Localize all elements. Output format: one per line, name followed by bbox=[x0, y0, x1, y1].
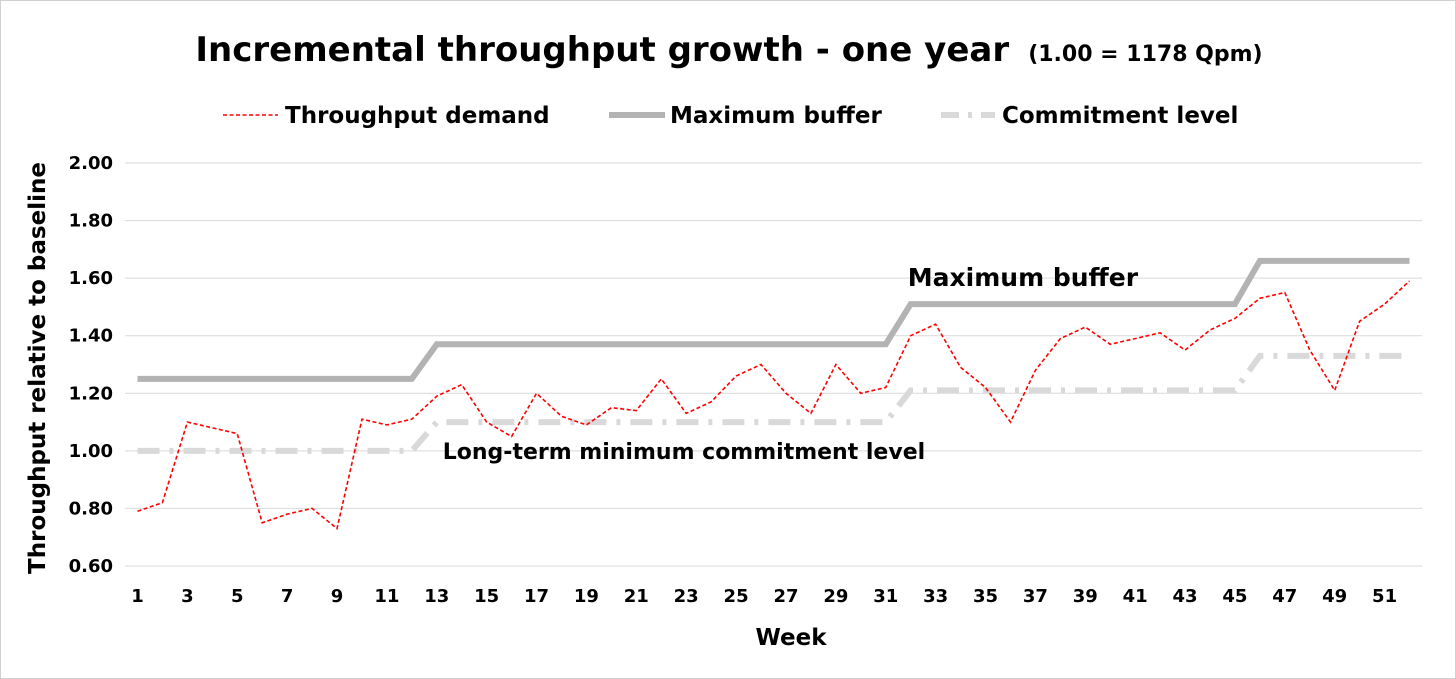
chart-title: Incremental throughput growth - one year… bbox=[195, 30, 1262, 70]
y-tick-label: 1.40 bbox=[69, 326, 113, 347]
y-tick-label: 1.20 bbox=[69, 383, 113, 404]
x-tick-label: 25 bbox=[724, 586, 749, 607]
series-line-maximum-buffer bbox=[137, 257, 1410, 382]
svg-text:Incremental throughput growth: Incremental throughput growth - one year… bbox=[195, 30, 1262, 70]
x-tick-label: 3 bbox=[181, 586, 194, 607]
x-tick-label: 51 bbox=[1372, 586, 1397, 607]
x-tick-label: 47 bbox=[1272, 586, 1297, 607]
x-tick-label: 33 bbox=[923, 586, 948, 607]
chart-title-subtitle: (1.00 = 1178 Qpm) bbox=[1028, 42, 1262, 67]
y-axis-ticks: 0.60 0.80 1.00 1.20 1.40 1.60 1.80 2.00 bbox=[69, 153, 113, 577]
x-tick-label: 13 bbox=[424, 586, 449, 607]
x-tick-label: 19 bbox=[574, 586, 599, 607]
series-line-throughput-demand bbox=[137, 280, 1411, 531]
x-tick-label: 45 bbox=[1222, 586, 1247, 607]
series-lines bbox=[137, 257, 1411, 531]
legend-label: Commitment level bbox=[1002, 103, 1238, 129]
x-tick-label: 39 bbox=[1073, 586, 1098, 607]
x-tick-label: 11 bbox=[374, 586, 399, 607]
y-axis-title: Throughput relative to baseline bbox=[25, 162, 51, 574]
x-tick-label: 41 bbox=[1123, 586, 1148, 607]
chart-title-main: Incremental throughput growth - one year bbox=[195, 30, 1009, 70]
legend: Throughput demand Maximum buffer Commitmen… bbox=[223, 103, 1238, 129]
y-tick-label: 1.80 bbox=[69, 211, 113, 232]
annotation-label: Maximum buffer bbox=[908, 263, 1139, 292]
x-tick-label: 37 bbox=[1023, 586, 1048, 607]
x-tick-label: 7 bbox=[281, 586, 294, 607]
x-tick-label: 1 bbox=[131, 586, 144, 607]
x-axis-title: Week bbox=[755, 625, 827, 651]
x-tick-label: 9 bbox=[331, 586, 344, 607]
x-tick-label: 5 bbox=[231, 586, 244, 607]
x-tick-label: 31 bbox=[873, 586, 898, 607]
x-tick-label: 15 bbox=[474, 586, 499, 607]
x-axis-ticks: 1 3 5 7 9 11 13 15 17 19 21 23 25 27 29 31 33 35 37 39 41 43 4… bbox=[131, 586, 1397, 607]
x-tick-label: 27 bbox=[773, 586, 798, 607]
x-tick-label: 29 bbox=[823, 586, 848, 607]
legend-label: Throughput demand bbox=[285, 103, 550, 129]
x-tick-label: 49 bbox=[1322, 586, 1347, 607]
annotations: Maximum buffer Long-term minimum commitme… bbox=[443, 263, 1139, 465]
y-tick-label: 2.00 bbox=[69, 153, 113, 174]
series-line-commitment-level bbox=[137, 352, 1410, 454]
x-tick-label: 17 bbox=[524, 586, 549, 607]
y-tick-label: 1.60 bbox=[69, 268, 113, 289]
x-tick-label: 21 bbox=[624, 586, 649, 607]
y-tick-label: 1.00 bbox=[69, 441, 113, 462]
x-tick-label: 35 bbox=[973, 586, 998, 607]
x-tick-label: 43 bbox=[1173, 586, 1198, 607]
x-tick-label: 23 bbox=[674, 586, 699, 607]
legend-label: Maximum buffer bbox=[670, 103, 883, 129]
y-tick-label: 0.80 bbox=[69, 498, 113, 519]
gridlines bbox=[125, 162, 1422, 567]
annotation-label: Long-term minimum commitment level bbox=[443, 440, 925, 465]
y-tick-label: 0.60 bbox=[69, 556, 113, 577]
